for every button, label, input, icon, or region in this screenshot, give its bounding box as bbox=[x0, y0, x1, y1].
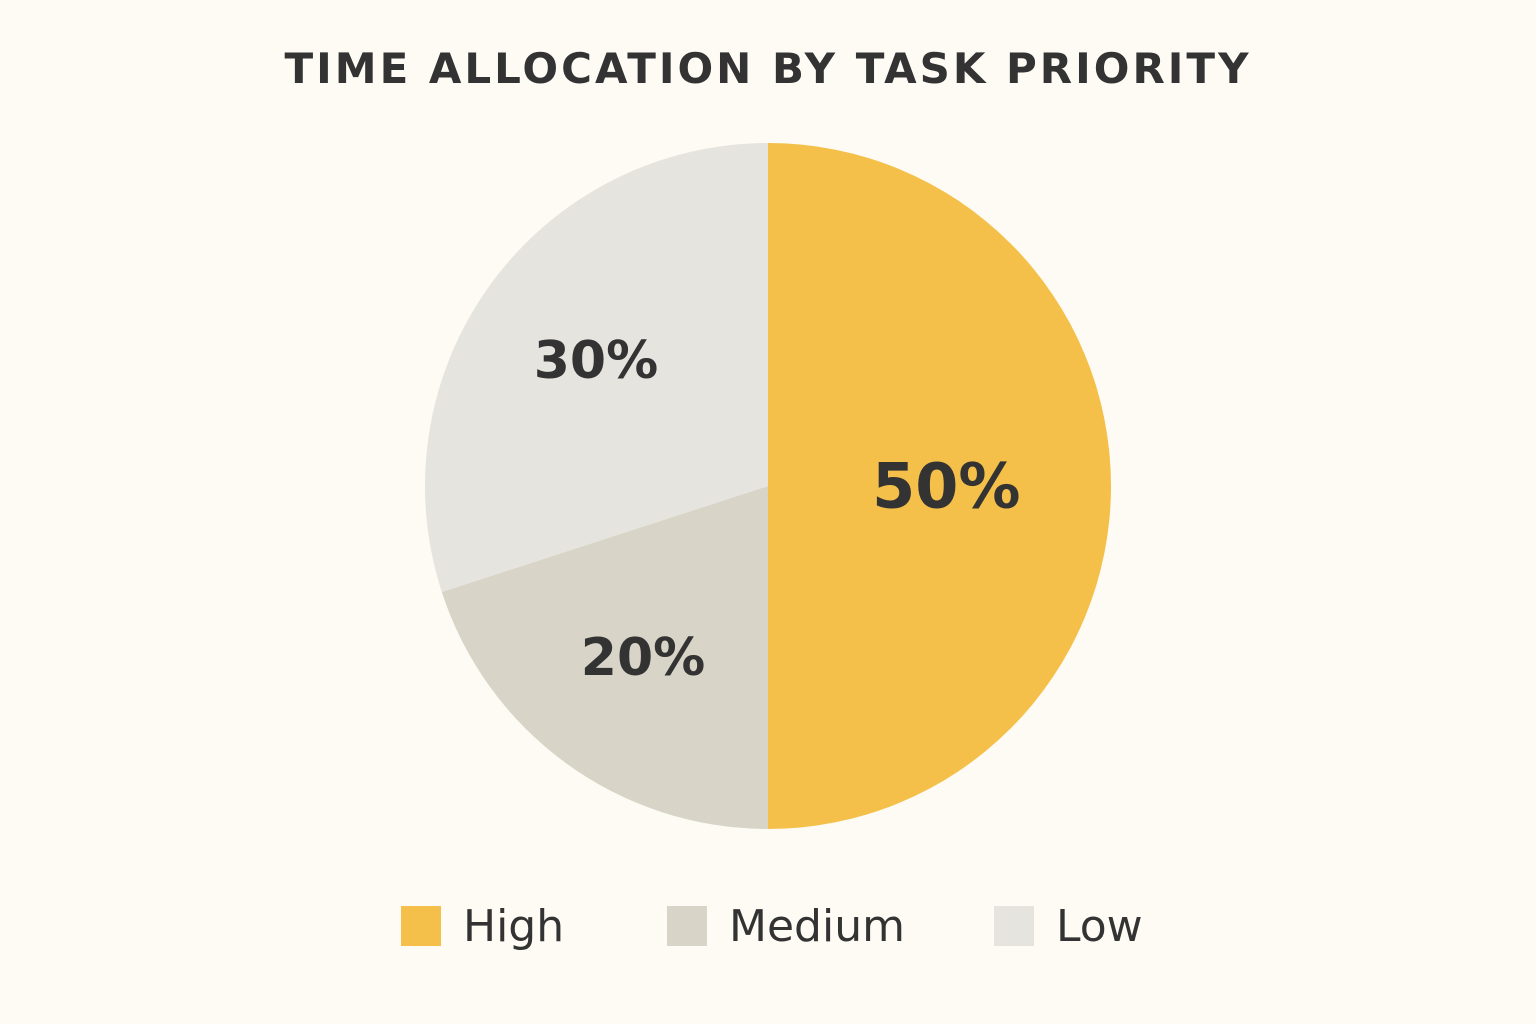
pie-label-low: 30% bbox=[534, 331, 658, 391]
legend: High Medium Low bbox=[0, 896, 1536, 956]
pie-slice-high bbox=[768, 143, 1111, 829]
legend-label-high: High bbox=[463, 900, 565, 952]
legend-label-low: Low bbox=[1056, 900, 1143, 952]
legend-swatch-medium bbox=[667, 906, 707, 946]
pie-label-medium: 20% bbox=[581, 628, 705, 688]
pie-slices bbox=[424, 143, 1111, 829]
legend-item-medium: Medium bbox=[667, 896, 905, 956]
pie-slice-low bbox=[424, 143, 768, 592]
legend-item-high: High bbox=[401, 896, 564, 956]
legend-swatch-high bbox=[401, 906, 441, 946]
legend-item-low: Low bbox=[994, 896, 1143, 956]
pie-label-high: 50% bbox=[872, 450, 1020, 523]
legend-swatch-low bbox=[994, 906, 1034, 946]
pie-slice-labels: 50% 20% 30% bbox=[534, 331, 1021, 688]
pie-slice-medium bbox=[441, 486, 768, 829]
chart-title: TIME ALLOCATION BY TASK PRIORITY bbox=[284, 44, 1252, 93]
legend-label-medium: Medium bbox=[729, 900, 905, 952]
